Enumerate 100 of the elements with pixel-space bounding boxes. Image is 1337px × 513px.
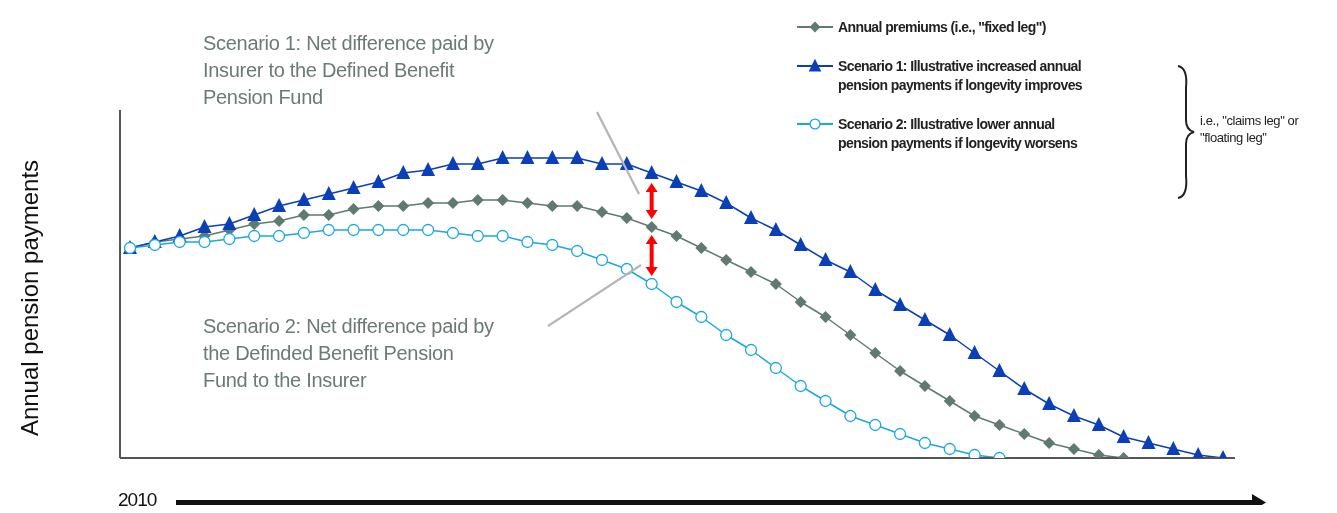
text: i.e., "claims leg" or "floating leg" — [1200, 112, 1300, 146]
point — [247, 207, 262, 221]
point — [1066, 408, 1081, 422]
point — [545, 150, 560, 164]
point — [372, 223, 385, 237]
point — [819, 311, 832, 323]
point — [272, 229, 286, 243]
point — [248, 229, 261, 243]
point — [943, 395, 956, 407]
point — [1043, 437, 1056, 449]
point — [471, 194, 484, 206]
point — [595, 206, 608, 218]
point — [520, 150, 535, 164]
point — [396, 165, 411, 179]
point — [197, 219, 212, 233]
point — [720, 254, 733, 266]
point — [322, 223, 335, 237]
point — [570, 244, 584, 258]
point — [992, 363, 1007, 377]
point — [794, 379, 807, 393]
point — [421, 223, 435, 237]
legend-label: Scenario 1: Illustrative increased annual pension payments if longevity improves — [838, 57, 1084, 95]
point — [769, 278, 782, 290]
point — [893, 427, 907, 441]
point — [1141, 435, 1156, 449]
point — [893, 297, 908, 311]
point — [943, 442, 956, 456]
point — [223, 232, 236, 246]
y-axis-title: Annual pension payments — [15, 158, 44, 439]
legend-label: Annual premiums (i.e., "fixed leg") — [838, 18, 1047, 37]
point — [570, 150, 585, 164]
point — [844, 409, 857, 423]
point — [422, 197, 435, 209]
point — [546, 238, 559, 252]
point — [869, 347, 882, 359]
point — [1166, 441, 1181, 455]
point — [445, 156, 460, 170]
point — [818, 252, 833, 266]
point — [694, 183, 709, 197]
point — [794, 296, 807, 308]
point — [273, 215, 286, 227]
point — [571, 200, 584, 212]
point — [595, 253, 609, 267]
point — [397, 200, 410, 212]
point — [917, 312, 932, 326]
point — [397, 223, 410, 237]
point — [894, 365, 907, 377]
point — [446, 226, 460, 240]
point — [321, 186, 336, 200]
point — [669, 174, 684, 188]
point — [869, 418, 882, 432]
point — [744, 343, 758, 357]
point — [745, 266, 758, 278]
point — [421, 162, 436, 176]
point — [594, 156, 609, 170]
legend-label: Scenario 2: Illustrative lower annual pension payments if longevity worsens — [838, 115, 1079, 153]
point — [670, 230, 683, 242]
point — [942, 327, 957, 341]
point — [868, 282, 883, 296]
point — [471, 229, 484, 243]
point — [372, 200, 385, 212]
point — [446, 197, 459, 209]
point — [1067, 443, 1080, 455]
point — [347, 203, 360, 215]
point — [297, 209, 310, 221]
point — [768, 222, 783, 236]
point — [918, 436, 932, 450]
point — [496, 229, 509, 243]
annotation: Scenario 2: Net difference paid by the Definded Benefit Pension Fund to the Insurer — [203, 314, 495, 393]
point — [272, 198, 287, 212]
point — [695, 242, 708, 254]
point — [470, 156, 485, 170]
point — [297, 226, 311, 240]
point — [968, 448, 981, 458]
point — [769, 361, 783, 375]
point — [521, 235, 534, 249]
x-axis-title: 2010 — [118, 489, 157, 511]
point — [843, 264, 858, 278]
point — [496, 194, 509, 206]
point — [719, 195, 734, 209]
point — [670, 295, 683, 309]
point — [1018, 428, 1031, 440]
point — [968, 410, 981, 422]
point — [148, 238, 161, 252]
point — [495, 150, 510, 164]
point — [993, 419, 1006, 431]
point — [918, 380, 931, 392]
point — [844, 329, 857, 341]
point — [793, 237, 808, 251]
point — [644, 165, 659, 179]
point — [222, 216, 237, 230]
point — [695, 310, 708, 324]
point — [645, 277, 658, 291]
point — [620, 212, 633, 224]
point — [1042, 396, 1057, 410]
point — [347, 223, 360, 237]
point — [744, 210, 759, 224]
point — [371, 174, 386, 188]
point — [819, 394, 832, 408]
point — [720, 328, 733, 342]
